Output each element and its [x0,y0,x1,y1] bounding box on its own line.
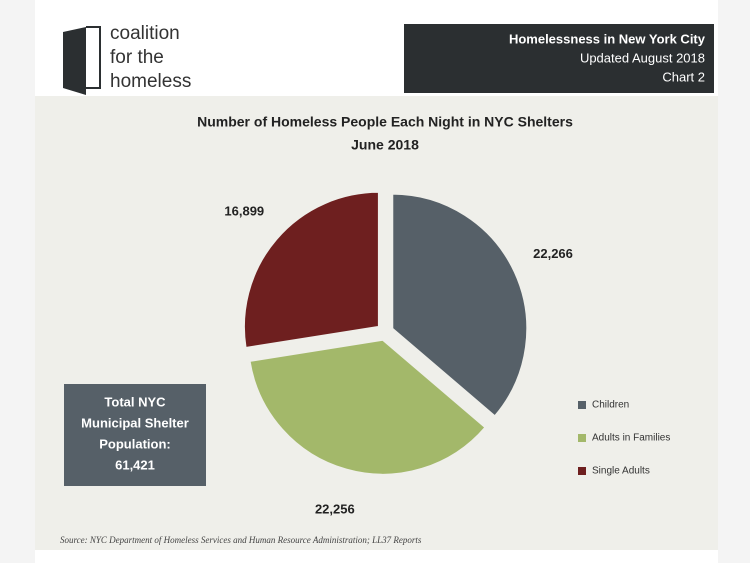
value-label: 16,899 [224,203,264,218]
logo-door [63,27,86,95]
total-text: Municipal Shelter [81,415,189,430]
legend-swatch [578,434,586,442]
legend-swatch [578,467,586,475]
legend-swatch [578,401,586,409]
pie-slice [248,338,487,476]
total-text: 61,421 [115,457,155,472]
source: Source: NYC Department of Homeless Servi… [60,535,422,545]
value-label: 22,256 [315,502,355,517]
logo-text: for the [110,47,164,68]
legend-label: Adults in Families [592,433,670,444]
pie-slice [391,192,529,418]
legend-label: Children [592,400,629,411]
info-text: Homelessness in New York City [509,31,706,46]
pie-slice [242,190,380,350]
logo-text: homeless [110,71,191,92]
info-text: Updated August 2018 [580,50,705,65]
legend-label: Single Adults [592,466,650,477]
info-text: Chart 2 [662,69,705,84]
info-box [404,24,714,93]
total-box [64,384,206,486]
chart-subtitle: June 2018 [351,137,419,153]
logo-text: coalition [110,23,180,44]
total-text: Population: [99,436,171,451]
value-label: 22,266 [533,246,573,261]
logo-frame [86,26,101,89]
total-text: Total NYC [104,394,166,409]
chart-title: Number of Homeless People Each Night in … [197,114,573,130]
